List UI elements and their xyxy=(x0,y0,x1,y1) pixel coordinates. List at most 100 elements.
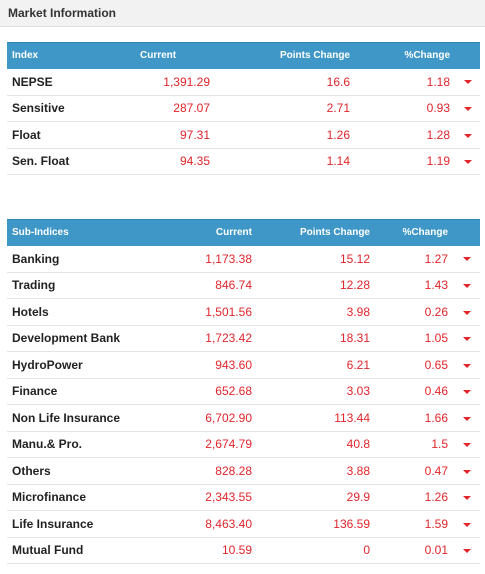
table-row[interactable]: Microfinance 2,343.55 29.9 1.26 xyxy=(7,484,480,511)
row-percent-change: 0.46 xyxy=(375,378,453,405)
column-header-current[interactable]: Current xyxy=(135,42,215,69)
table-row[interactable]: HydroPower 943.60 6.21 0.65 xyxy=(7,351,480,379)
row-name[interactable]: Mutual Fund xyxy=(7,537,157,564)
row-current-value: 652.68 xyxy=(157,378,257,405)
row-current-value: 1,391.29 xyxy=(135,68,215,96)
row-percent-change: 1.18 xyxy=(355,68,455,96)
column-header-current[interactable]: Current xyxy=(157,219,257,246)
row-points-change: 1.14 xyxy=(215,148,355,175)
row-trend xyxy=(455,148,480,175)
column-header-points-change[interactable]: Points Change xyxy=(257,219,375,246)
row-percent-change: 1.66 xyxy=(375,404,453,432)
row-current-value: 287.07 xyxy=(135,95,215,122)
row-name[interactable]: Development Bank xyxy=(7,325,157,352)
row-points-change: 15.12 xyxy=(257,245,375,273)
row-name[interactable]: Manu.& Pro. xyxy=(7,431,157,458)
row-name[interactable]: Float xyxy=(7,121,135,149)
row-points-change: 16.6 xyxy=(215,68,355,96)
row-name[interactable]: HydroPower xyxy=(7,351,157,379)
table-row[interactable]: Others 828.28 3.88 0.47 xyxy=(7,457,480,485)
table-row[interactable]: Finance 652.68 3.03 0.46 xyxy=(7,378,480,405)
row-current-value: 1,173.38 xyxy=(157,245,257,273)
table-row[interactable]: Sen. Float 94.35 1.14 1.19 xyxy=(7,148,480,175)
down-arrow-icon xyxy=(462,496,471,501)
row-percent-change: 0.93 xyxy=(355,95,455,122)
table-row[interactable]: Hotels 1,501.56 3.98 0.26 xyxy=(7,298,480,326)
table-row[interactable]: Non Life Insurance 6,702.90 113.44 1.66 xyxy=(7,404,480,432)
row-percent-change: 1.05 xyxy=(375,325,453,352)
down-arrow-icon xyxy=(462,310,471,315)
table-row[interactable]: Manu.& Pro. 2,674.79 40.8 1.5 xyxy=(7,431,480,458)
index-table-header: Index Current Points Change %Change xyxy=(7,42,480,69)
row-name[interactable]: Sensitive xyxy=(7,95,135,122)
column-header-trend xyxy=(453,219,480,246)
table-row[interactable]: Life Insurance 8,463.40 136.59 1.59 xyxy=(7,510,480,538)
column-header-percent-change[interactable]: %Change xyxy=(355,42,455,69)
row-trend xyxy=(453,272,480,299)
row-points-change: 3.03 xyxy=(257,378,375,405)
row-trend xyxy=(453,351,480,379)
table-row[interactable]: NEPSE 1,391.29 16.6 1.18 xyxy=(7,68,480,96)
row-current-value: 1,501.56 xyxy=(157,298,257,326)
row-percent-change: 1.59 xyxy=(375,510,453,538)
row-name[interactable]: NEPSE xyxy=(7,68,135,96)
row-current-value: 2,343.55 xyxy=(157,484,257,511)
down-arrow-icon xyxy=(462,257,471,262)
row-trend xyxy=(453,457,480,485)
down-arrow-icon xyxy=(463,133,472,138)
row-trend xyxy=(453,325,480,352)
table-row[interactable]: Float 97.31 1.26 1.28 xyxy=(7,121,480,149)
row-percent-change: 1.43 xyxy=(375,272,453,299)
table-row[interactable]: Development Bank 1,723.42 18.31 1.05 xyxy=(7,325,480,352)
row-trend xyxy=(453,537,480,564)
row-percent-change: 0.26 xyxy=(375,298,453,326)
row-name[interactable]: Finance xyxy=(7,378,157,405)
table-row[interactable]: Banking 1,173.38 15.12 1.27 xyxy=(7,245,480,273)
table-row[interactable]: Mutual Fund 10.59 0 0.01 xyxy=(7,537,480,564)
index-table: Index Current Points Change %Change NEPS… xyxy=(7,42,480,175)
row-points-change: 0 xyxy=(257,537,375,564)
row-points-change: 113.44 xyxy=(257,404,375,432)
row-trend xyxy=(455,121,480,149)
down-arrow-icon xyxy=(462,416,471,421)
row-current-value: 94.35 xyxy=(135,148,215,175)
column-header-index[interactable]: Index xyxy=(7,42,135,69)
row-percent-change: 0.65 xyxy=(375,351,453,379)
row-percent-change: 1.27 xyxy=(375,245,453,273)
row-name[interactable]: Hotels xyxy=(7,298,157,326)
row-name[interactable]: Non Life Insurance xyxy=(7,404,157,432)
row-current-value: 97.31 xyxy=(135,121,215,149)
row-trend xyxy=(453,298,480,326)
row-current-value: 2,674.79 xyxy=(157,431,257,458)
row-name[interactable]: Life Insurance xyxy=(7,510,157,538)
panel-header: Market Information xyxy=(0,0,485,27)
down-arrow-icon xyxy=(463,160,472,165)
row-name[interactable]: Banking xyxy=(7,245,157,273)
row-name[interactable]: Microfinance xyxy=(7,484,157,511)
down-arrow-icon xyxy=(462,443,471,448)
row-percent-change: 1.28 xyxy=(355,121,455,149)
table-row[interactable]: Sensitive 287.07 2.71 0.93 xyxy=(7,95,480,122)
row-points-change: 6.21 xyxy=(257,351,375,379)
down-arrow-icon xyxy=(462,284,471,289)
row-name[interactable]: Others xyxy=(7,457,157,485)
row-trend xyxy=(453,404,480,432)
row-trend xyxy=(453,431,480,458)
down-arrow-icon xyxy=(462,469,471,474)
subindex-table: Sub-Indices Current Points Change %Chang… xyxy=(7,219,480,564)
row-trend xyxy=(453,378,480,405)
table-row[interactable]: Trading 846.74 12.28 1.43 xyxy=(7,272,480,299)
row-trend xyxy=(455,95,480,122)
column-header-percent-change[interactable]: %Change xyxy=(375,219,453,246)
row-trend xyxy=(453,510,480,538)
row-percent-change: 0.01 xyxy=(375,537,453,564)
column-header-points-change[interactable]: Points Change xyxy=(215,42,355,69)
row-name[interactable]: Sen. Float xyxy=(7,148,135,175)
subindex-table-header: Sub-Indices Current Points Change %Chang… xyxy=(7,219,480,246)
row-points-change: 12.28 xyxy=(257,272,375,299)
column-header-subindex[interactable]: Sub-Indices xyxy=(7,219,157,246)
row-current-value: 10.59 xyxy=(157,537,257,564)
row-name[interactable]: Trading xyxy=(7,272,157,299)
row-trend xyxy=(453,245,480,273)
row-percent-change: 1.26 xyxy=(375,484,453,511)
